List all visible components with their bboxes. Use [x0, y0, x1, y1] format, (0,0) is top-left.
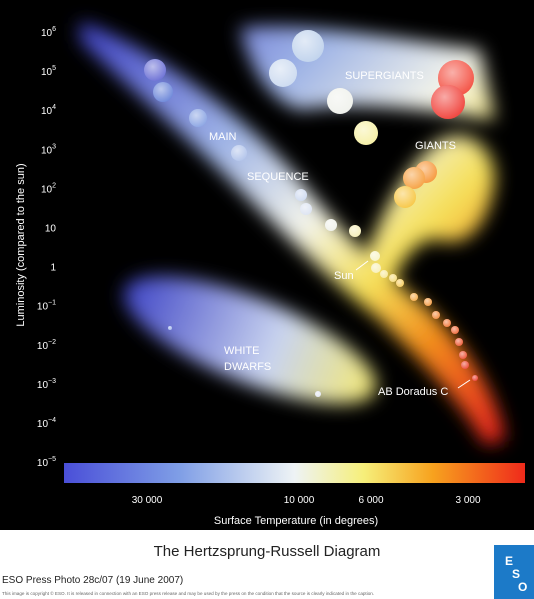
star-highlight — [396, 279, 404, 287]
star-highlight — [443, 319, 451, 327]
temperature-bar — [64, 463, 525, 483]
tick-exponent: 2 — [52, 182, 56, 189]
y-tick-label: 10−3 — [37, 378, 56, 391]
tick-exponent: 6 — [52, 26, 56, 33]
y-tick-label: 102 — [41, 182, 56, 195]
star-highlight — [370, 251, 380, 261]
star-highlight — [325, 219, 337, 231]
y-tick-label: 106 — [41, 26, 56, 39]
star-highlight — [403, 167, 425, 189]
annotation: AB Doradus C — [378, 386, 448, 398]
y-tick-label: 10 — [45, 224, 57, 235]
star-highlight — [327, 88, 353, 114]
y-tick-label: 10−2 — [37, 339, 56, 352]
white-dwarf-region — [123, 276, 377, 404]
tick-exponent: −3 — [48, 378, 56, 385]
region-label: MAIN — [209, 131, 237, 143]
tick-exponent: 5 — [52, 65, 56, 72]
y-tick-label: 105 — [41, 65, 56, 78]
y-tick-label: 10−1 — [37, 300, 56, 313]
logo-letter: E — [505, 554, 513, 568]
tick-exponent: −4 — [48, 417, 56, 424]
star-highlight — [295, 189, 307, 201]
tick-base: 10 — [45, 224, 57, 235]
tick-exponent: −5 — [48, 456, 56, 463]
tick-base: 10 — [37, 302, 49, 313]
main-sequence-band — [80, 22, 505, 445]
star-highlight — [461, 361, 469, 369]
star-highlight — [371, 263, 381, 273]
star-highlight — [455, 338, 463, 346]
tick-base: 1 — [50, 263, 56, 274]
star-highlight — [144, 59, 166, 81]
tick-base: 10 — [37, 380, 49, 391]
tick-base: 10 — [41, 67, 53, 78]
region-label: SUPERGIANTS — [345, 70, 424, 82]
region-label: WHITE — [224, 345, 259, 357]
star-highlight — [410, 293, 418, 301]
star-highlight — [431, 85, 465, 119]
y-tick-label: 1 — [50, 263, 56, 274]
credit: ESO Press Photo 28c/07 (19 June 2007) — [2, 575, 183, 586]
tick-base: 10 — [41, 184, 53, 195]
tick-base: 10 — [41, 28, 53, 39]
region-label: GIANTS — [415, 140, 456, 152]
star-highlight — [380, 270, 388, 278]
star-highlight — [189, 109, 207, 127]
eso-logo — [494, 545, 534, 599]
x-tick-label: 6 000 — [358, 495, 383, 506]
region-label: SEQUENCE — [247, 171, 309, 183]
tick-base: 10 — [41, 145, 53, 156]
tick-exponent: 3 — [52, 143, 56, 150]
star-highlight — [424, 298, 432, 306]
y-tick-label: 104 — [41, 104, 56, 117]
y-tick-label: 10−5 — [37, 456, 56, 469]
star-highlight — [168, 326, 172, 330]
stars — [144, 30, 478, 397]
tick-base: 10 — [41, 106, 53, 117]
tick-exponent: −2 — [48, 339, 56, 346]
giant-branch — [360, 135, 495, 290]
tick-base: 10 — [37, 458, 49, 469]
copyright: This image is copyright © ESO. It is rel… — [2, 590, 374, 596]
annotation-pointer — [355, 260, 369, 271]
chart-title: The Hertzsprung-Russell Diagram — [154, 543, 381, 560]
y-tick-label: 10−4 — [37, 417, 56, 430]
star-highlight — [349, 225, 361, 237]
y-axis-title: Luminosity (compared to the sun) — [15, 163, 27, 326]
star-highlight — [451, 326, 459, 334]
tick-base: 10 — [37, 419, 49, 430]
logo-letter: O — [518, 580, 527, 594]
star-highlight — [300, 203, 312, 215]
star-highlight — [354, 121, 378, 145]
x-tick-label: 10 000 — [284, 495, 315, 506]
star-highlight — [459, 351, 467, 359]
star-highlight — [292, 30, 324, 62]
star-highlight — [472, 375, 478, 381]
tick-base: 10 — [37, 341, 49, 352]
x-tick-label: 30 000 — [132, 495, 163, 506]
tick-exponent: 4 — [52, 104, 56, 111]
x-axis-title: Surface Temperature (in degrees) — [214, 515, 378, 527]
star-highlight — [389, 274, 397, 282]
annotation-pointer — [457, 379, 471, 389]
annotation: Sun — [334, 270, 354, 282]
star-highlight — [231, 145, 247, 161]
star-highlight — [269, 59, 297, 87]
star-highlight — [394, 186, 416, 208]
star-highlight — [153, 82, 173, 102]
x-tick-label: 3 000 — [455, 495, 480, 506]
star-highlight — [315, 391, 321, 397]
tick-exponent: −1 — [48, 300, 56, 307]
star-highlight — [432, 311, 440, 319]
y-tick-label: 103 — [41, 143, 56, 156]
region-label: DWARFS — [224, 361, 271, 373]
logo-letter: S — [512, 567, 520, 581]
